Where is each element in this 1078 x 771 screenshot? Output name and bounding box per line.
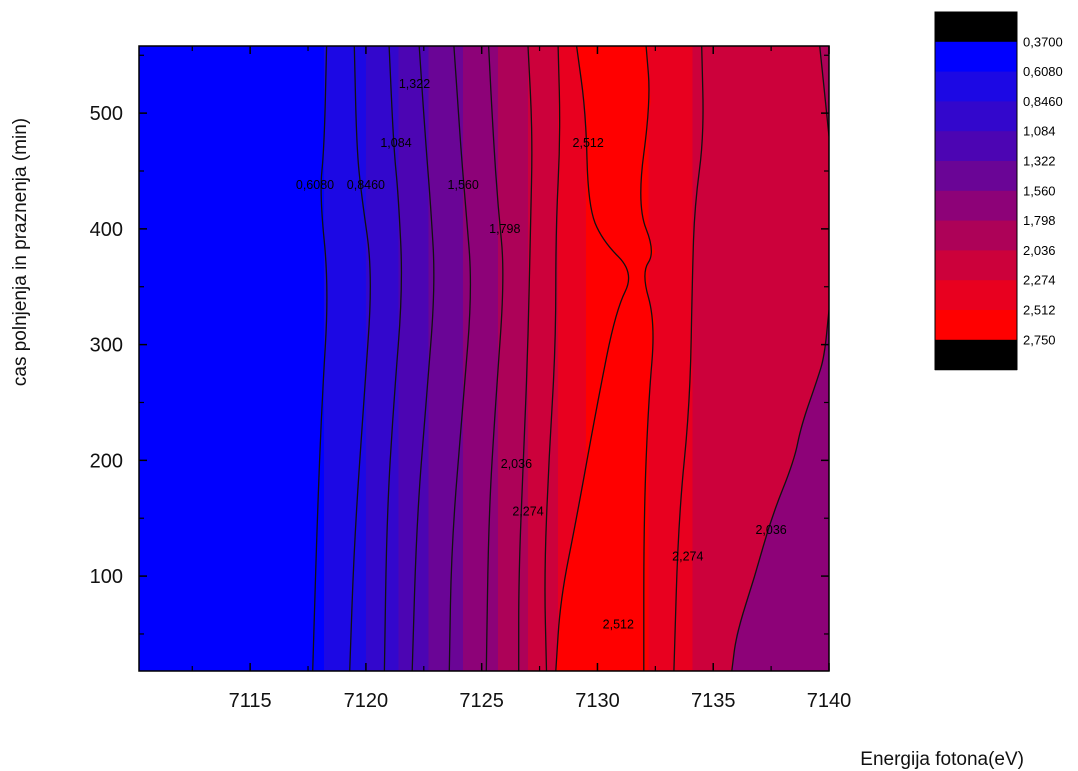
legend-swatch bbox=[935, 161, 1017, 192]
contour-line bbox=[518, 46, 533, 671]
contour-label: 1,798 bbox=[489, 222, 520, 236]
legend-label: 1,798 bbox=[1023, 213, 1056, 228]
legend-frame bbox=[934, 11, 1018, 371]
contour-label: 1,322 bbox=[399, 77, 430, 91]
contour-line bbox=[383, 46, 403, 671]
legend-swatch bbox=[935, 280, 1017, 311]
contour-line bbox=[819, 46, 829, 137]
contour-line bbox=[544, 46, 561, 671]
x-tick-label: 7120 bbox=[344, 690, 389, 712]
legend-swatch bbox=[935, 190, 1017, 222]
contour-line bbox=[411, 46, 435, 671]
color-scale-legend: 0,3700 0,6080 0,8460 1,084 1,322 1,560 1,798 2,… bbox=[934, 11, 1063, 371]
contour-line bbox=[312, 46, 328, 671]
legend-swatch bbox=[935, 101, 1017, 132]
contour-field bbox=[139, 46, 829, 671]
x-tick-label: 7125 bbox=[459, 690, 504, 712]
legend-label: 1,560 bbox=[1023, 183, 1056, 198]
contour-label: 2,036 bbox=[501, 457, 532, 471]
legend-swatch bbox=[935, 131, 1017, 162]
contour-lines bbox=[312, 46, 829, 671]
contour-label: 2,512 bbox=[603, 618, 634, 632]
x-tick-label: 7115 bbox=[229, 690, 272, 712]
contour-label: 0,6080 bbox=[296, 178, 334, 192]
contour-label: 1,084 bbox=[380, 136, 411, 150]
legend-swatch bbox=[935, 220, 1017, 251]
plot-area: 1,322 1,084 0,6080 0,8460 1,560 1,798 2,512 2,0… bbox=[138, 45, 830, 672]
contour-line bbox=[448, 46, 472, 671]
contour-label: 0,8460 bbox=[347, 178, 385, 192]
legend-label: 2,274 bbox=[1023, 273, 1056, 288]
legend-swatch bbox=[935, 339, 1017, 371]
legend-swatch bbox=[935, 12, 1017, 43]
contour-label: 2,274 bbox=[512, 504, 543, 518]
y-tick-label: 400 bbox=[90, 219, 123, 241]
plot-frame bbox=[138, 45, 830, 672]
x-axis-title: Energija fotona(eV) bbox=[860, 749, 1024, 770]
contour-label: 2,512 bbox=[573, 136, 604, 150]
y-axis: 100 200 300 400 500 bbox=[90, 54, 829, 635]
x-tick-label: 7130 bbox=[575, 690, 620, 712]
y-tick-label: 100 bbox=[90, 566, 123, 588]
x-axis: 7115 7120 7125 7130 7135 7140 bbox=[191, 46, 852, 712]
contour-region-max bbox=[555, 46, 656, 671]
contour-line bbox=[640, 46, 654, 671]
y-tick-label: 200 bbox=[90, 450, 123, 472]
legend-swatch bbox=[935, 250, 1017, 281]
contour-line bbox=[731, 309, 829, 671]
contour-region-upper-right bbox=[819, 46, 829, 137]
y-tick-label: 300 bbox=[90, 335, 123, 357]
legend-label: 2,036 bbox=[1023, 243, 1056, 258]
legend-label: 2,750 bbox=[1023, 332, 1056, 347]
legend-label: 0,8460 bbox=[1023, 94, 1063, 109]
legend-swatch bbox=[935, 310, 1017, 341]
legend-label: 0,3700 bbox=[1023, 34, 1063, 49]
contour-label: 2,274 bbox=[672, 549, 703, 563]
contour-line bbox=[485, 46, 504, 671]
contour-line bbox=[349, 46, 371, 671]
contour-label: 1,560 bbox=[448, 178, 479, 192]
contour-line bbox=[673, 46, 704, 671]
legend-label: 0,6080 bbox=[1023, 64, 1063, 79]
contour-line bbox=[555, 46, 630, 671]
legend-label: 2,512 bbox=[1023, 303, 1056, 318]
y-axis-title: cas polnjenja in praznenja (min) bbox=[10, 118, 31, 386]
y-tick-label: 500 bbox=[90, 103, 123, 125]
legend-swatch bbox=[935, 71, 1017, 102]
legend-label: 1,084 bbox=[1023, 124, 1056, 139]
contour-labels: 1,322 1,084 0,6080 0,8460 1,560 1,798 2,512 2,0… bbox=[296, 77, 787, 632]
contour-label: 2,036 bbox=[755, 523, 786, 537]
legend-label: 1,322 bbox=[1023, 154, 1056, 169]
x-tick-label: 7140 bbox=[807, 690, 852, 712]
legend-swatch bbox=[935, 41, 1017, 73]
x-tick-label: 7135 bbox=[691, 690, 736, 712]
contour-region-lower-right bbox=[731, 309, 829, 671]
